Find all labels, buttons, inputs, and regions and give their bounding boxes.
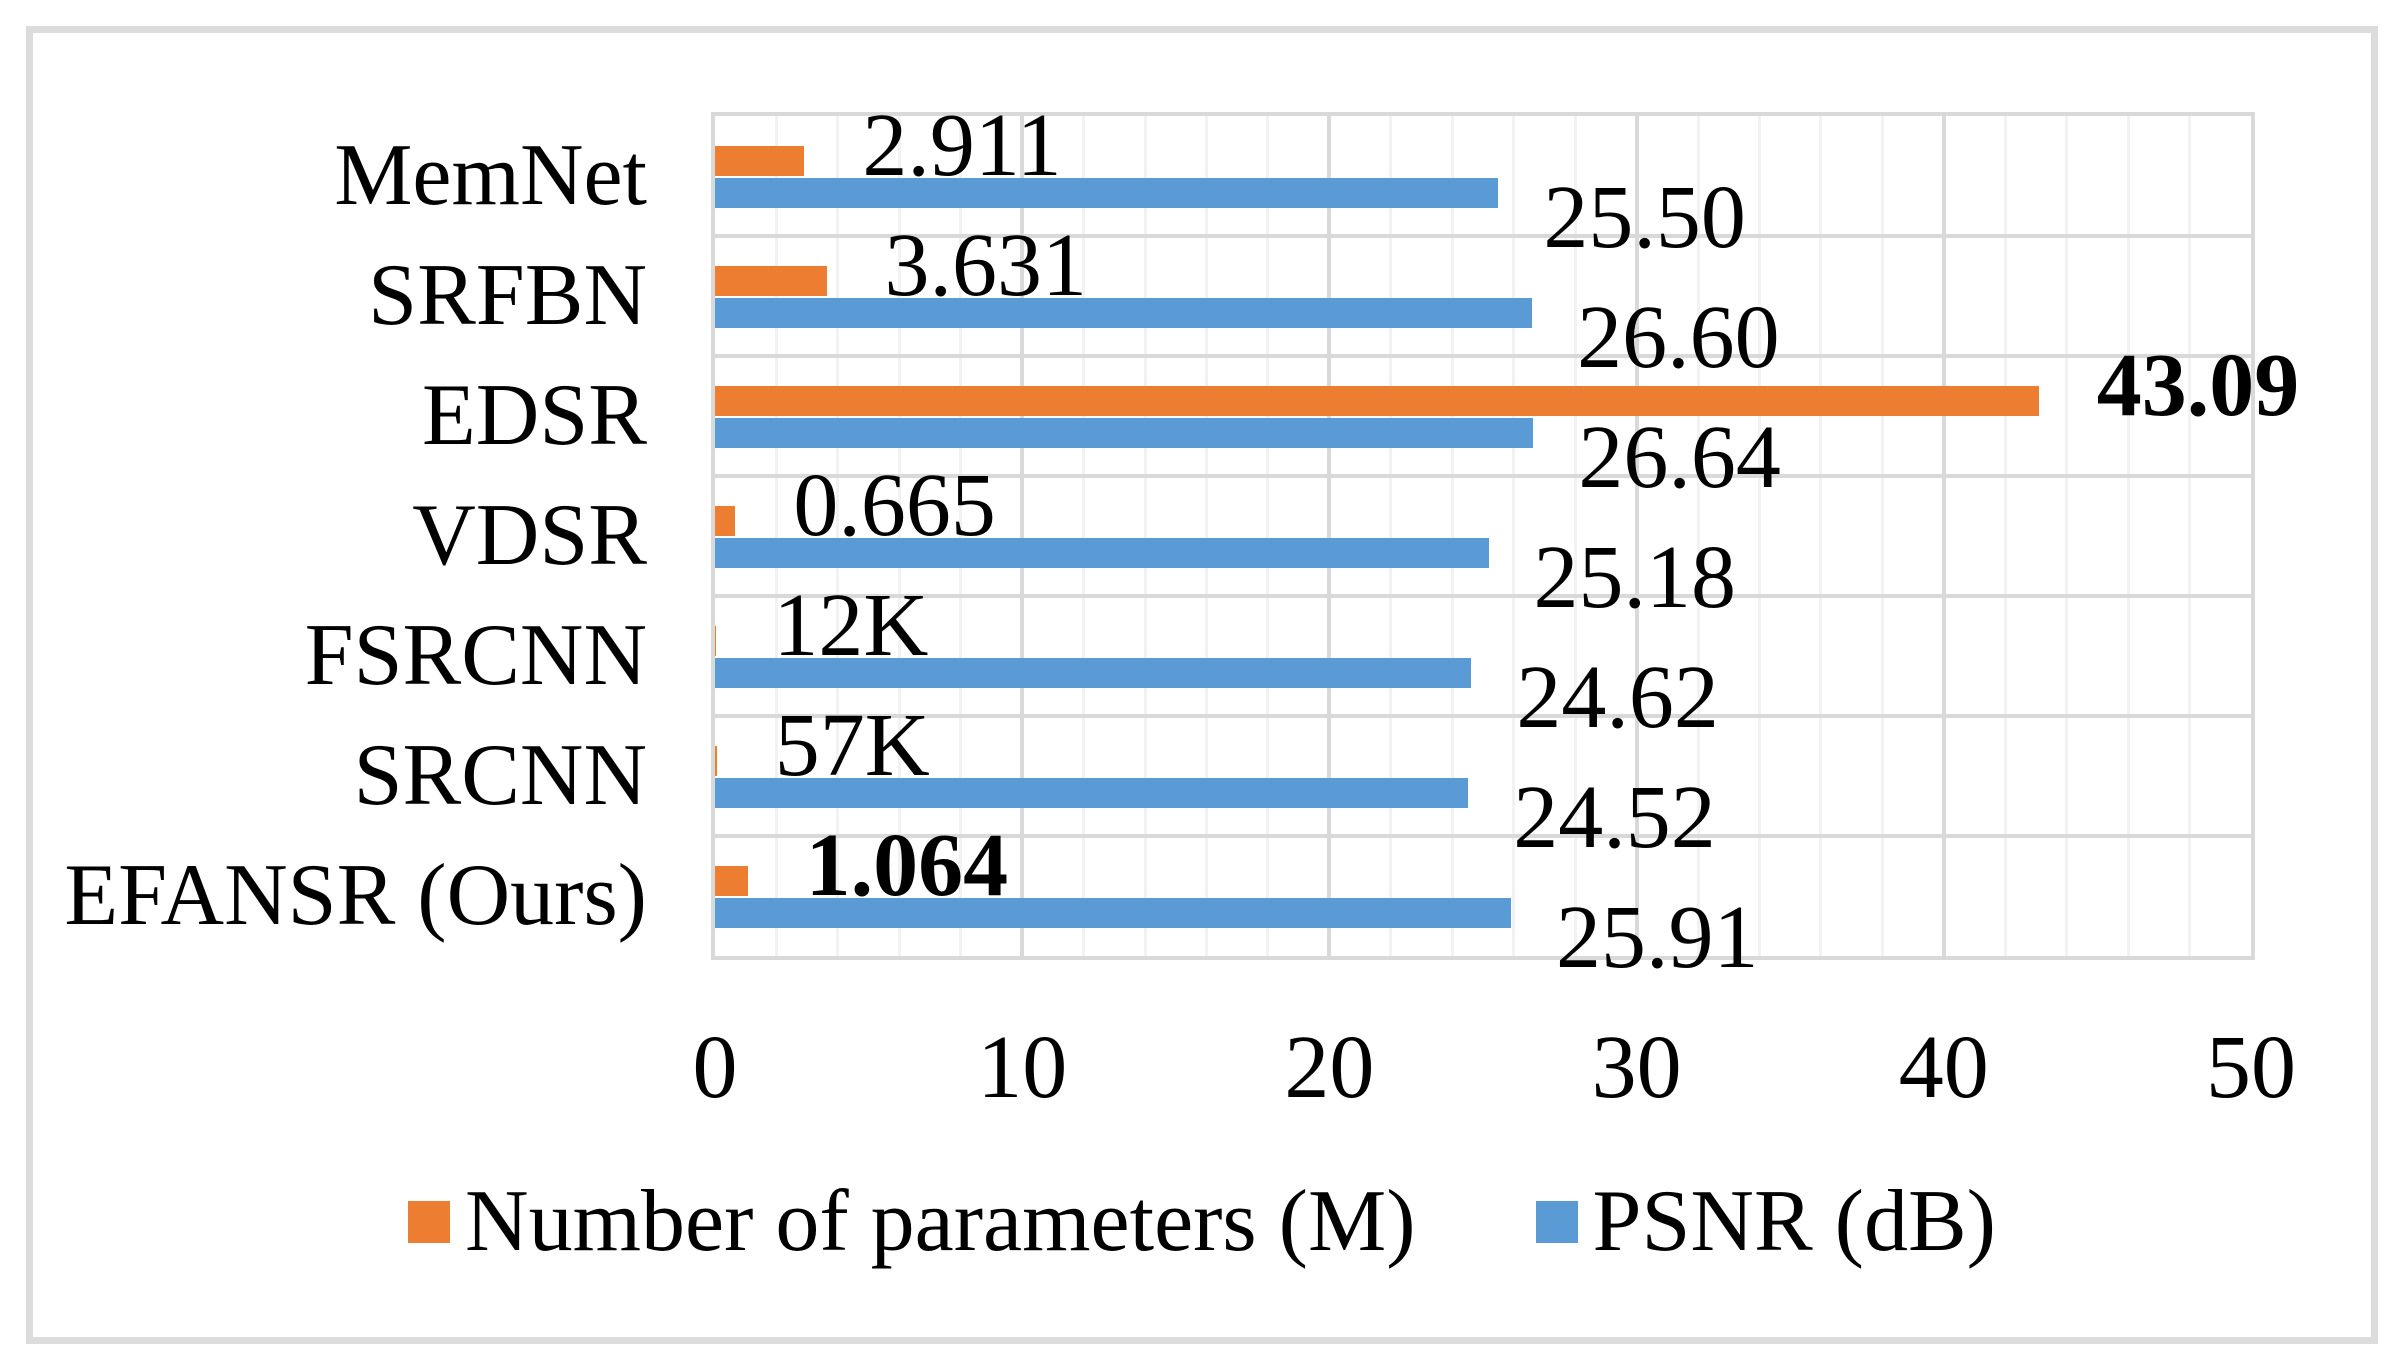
- category-label-efansr-ours: EFANSR (Ours): [64, 847, 647, 944]
- legend-swatch-psnr-icon: [1535, 1201, 1578, 1243]
- minor-gridline: [1205, 116, 1209, 956]
- minor-gridline: [1389, 116, 1393, 956]
- psnr-value-label-srfbn: 26.60: [1577, 288, 1780, 387]
- x-tick-50: 50: [2206, 1018, 2296, 1117]
- psnr-value-label-efansr-ours: 25.91: [1555, 888, 1759, 987]
- x-axis: 0 10 20 30 40 50: [693, 1007, 2297, 1117]
- psnr-value-label-fsrcnn: 24.62: [1516, 648, 1719, 747]
- bar-psnr-fsrcnn: [715, 658, 1472, 688]
- bar-psnr-srfbn: [715, 298, 1533, 328]
- bar-params-vdsr: [715, 506, 736, 536]
- minor-gridline: [1512, 116, 1516, 956]
- major-gridline: [1327, 116, 1332, 956]
- category-label-fsrcnn: FSRCNN: [304, 607, 647, 704]
- row-separator-gridline: [715, 234, 2251, 238]
- psnr-value-label-vdsr: 25.18: [1533, 528, 1737, 627]
- minor-gridline: [2065, 116, 2069, 956]
- legend-label-psnr: PSNR (dB): [1592, 1173, 1996, 1270]
- row-separator-gridline: [715, 474, 2251, 478]
- x-tick-20: 20: [1284, 1018, 1375, 1117]
- minor-gridline: [1082, 116, 1086, 956]
- major-gridline: [1941, 116, 1946, 956]
- params-value-label-srcnn: 57K: [774, 696, 930, 795]
- minor-gridline: [836, 116, 840, 956]
- bar-psnr-edsr: [715, 418, 1534, 448]
- row-separator-gridline: [715, 714, 2251, 718]
- minor-gridline: [2126, 116, 2130, 956]
- minor-gridline: [1450, 116, 1454, 956]
- row-separator-gridline: [715, 354, 2251, 358]
- category-label-srcnn: SRCNN: [353, 727, 647, 824]
- minor-gridline: [1573, 116, 1577, 956]
- row-separator-gridline: [715, 834, 2251, 838]
- bar-psnr-efansr-ours: [715, 898, 1511, 928]
- minor-gridline: [1819, 116, 1823, 956]
- legend-swatch-params-icon: [408, 1201, 451, 1243]
- bar-params-srfbn: [715, 266, 827, 296]
- minor-gridline: [1143, 116, 1147, 956]
- category-label-srfbn: SRFBN: [368, 247, 647, 344]
- x-tick-40: 40: [1898, 1018, 1989, 1117]
- psnr-value-label-edsr: 26.64: [1578, 408, 1781, 507]
- x-tick-30: 30: [1591, 1018, 1682, 1117]
- major-gridline: [1020, 116, 1025, 956]
- row-separator-gridline: [715, 594, 2251, 598]
- legend-label-params: Number of parameters (M): [465, 1173, 1416, 1270]
- bar-params-srcnn: [715, 746, 717, 776]
- category-label-vdsr: VDSR: [412, 487, 647, 584]
- minor-gridline: [2003, 116, 2007, 956]
- params-value-label-efansr-ours: 1.064: [805, 816, 1009, 915]
- bar-psnr-memnet: [715, 178, 1499, 208]
- minor-gridline: [774, 116, 778, 956]
- category-axis: MemNet SRFBN EDSR VDSR FSRCNN SRCNN EFANSR (Ou…: [33, 116, 711, 956]
- psnr-value-label-memnet: 25.50: [1543, 168, 1746, 267]
- plot-area: 2.911 25.50 3.631 26.60 43.09 26.64 0.665 25.18…: [711, 101, 2299, 983]
- legend-item-params: Number of parameters (M): [408, 1172, 1416, 1272]
- minor-gridline: [1880, 116, 1884, 956]
- bar-psnr-vdsr: [715, 538, 1489, 568]
- category-label-memnet: MemNet: [334, 127, 647, 224]
- legend: Number of parameters (M) PSNR (dB): [30, 1162, 2374, 1282]
- major-gridline: [1634, 116, 1639, 956]
- bar-psnr-srcnn: [715, 778, 1469, 808]
- minor-gridline: [959, 116, 963, 956]
- minor-gridline: [2188, 116, 2192, 956]
- psnr-value-label-srcnn: 24.52: [1513, 768, 1716, 867]
- bar-params-edsr: [715, 386, 2039, 416]
- x-tick-0: 0: [692, 1018, 738, 1117]
- minor-gridline: [1266, 116, 1270, 956]
- x-tick-10: 10: [977, 1018, 1068, 1117]
- params-value-label-edsr: 43.09: [2096, 336, 2300, 435]
- params-value-label-memnet: 2.911: [862, 96, 1062, 195]
- bar-params-efansr-ours: [715, 866, 748, 896]
- minor-gridline: [897, 116, 901, 956]
- minor-gridline: [1757, 116, 1761, 956]
- params-value-label-vdsr: 0.665: [793, 456, 996, 555]
- params-value-label-fsrcnn: 12K: [773, 576, 929, 675]
- params-value-label-srfbn: 3.631: [884, 216, 1088, 315]
- bar-params-memnet: [715, 146, 805, 176]
- category-label-edsr: EDSR: [422, 367, 647, 464]
- minor-gridline: [1696, 116, 1700, 956]
- legend-item-psnr: PSNR (dB): [1535, 1172, 1996, 1272]
